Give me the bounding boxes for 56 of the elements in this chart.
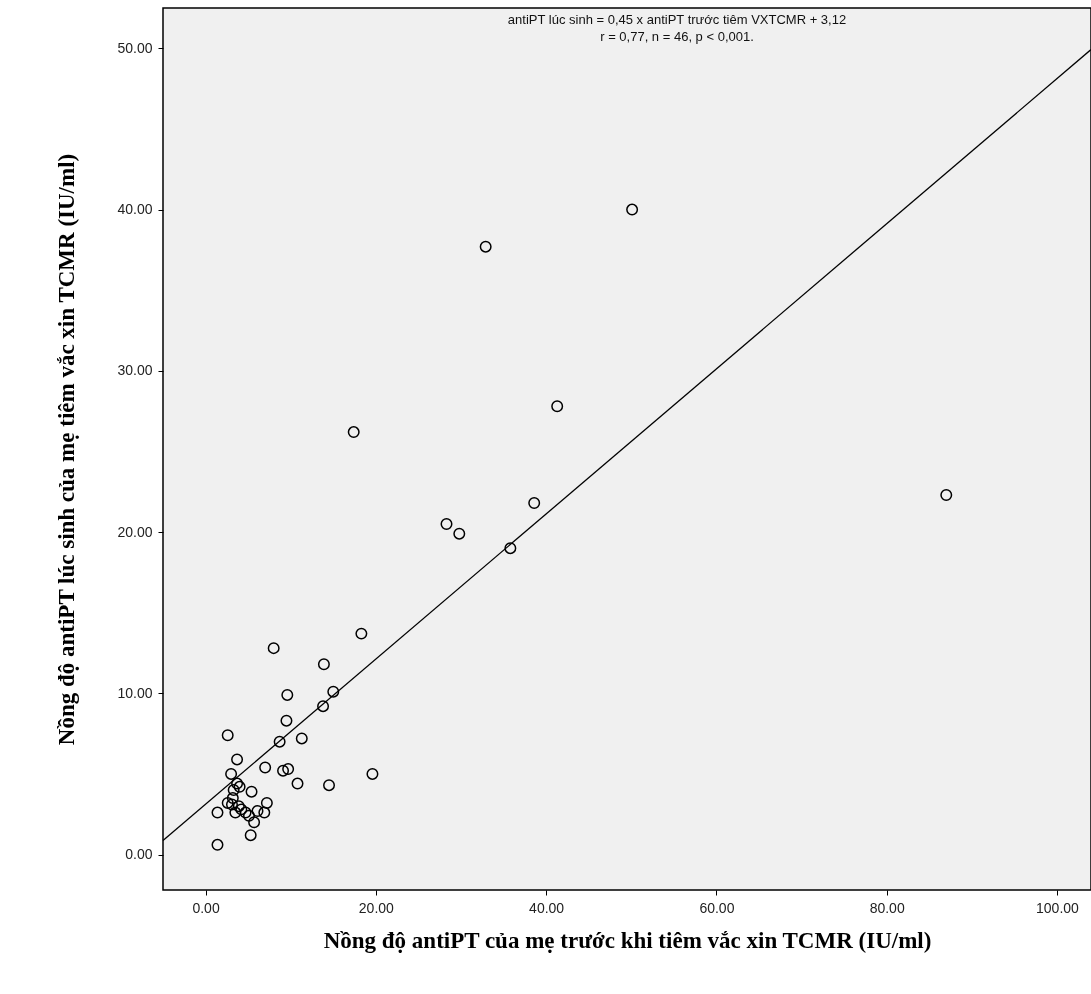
point — [244, 829, 257, 842]
point — [221, 796, 234, 809]
point — [626, 203, 639, 216]
y-tick-label: 20.00 — [117, 523, 153, 540]
point — [281, 688, 294, 701]
x-tick-label: 60.00 — [699, 899, 735, 916]
point — [229, 806, 242, 819]
x-tick-label: 80.00 — [869, 899, 905, 916]
point — [528, 497, 541, 509]
annotation: r = 0,77, n = 46, p < 0,001. — [600, 29, 754, 44]
point — [260, 796, 273, 809]
point — [504, 542, 517, 555]
y-tick-label: 40.00 — [117, 201, 153, 218]
point — [453, 527, 466, 540]
x-tick-label: 40.00 — [529, 899, 565, 916]
point — [258, 806, 271, 819]
x-tick-label: 100.00 — [1036, 899, 1080, 916]
point — [225, 767, 238, 780]
point — [251, 805, 264, 817]
y-tick-label: 30.00 — [117, 362, 153, 379]
point — [211, 806, 224, 819]
point — [282, 763, 295, 776]
point — [211, 838, 224, 851]
point — [551, 400, 564, 413]
point — [355, 627, 368, 640]
point — [221, 729, 234, 742]
point — [273, 735, 286, 748]
point — [295, 732, 308, 745]
x-axis-title: Nồng độ antiPT của mẹ trước khi tiêm vắc xin TCMR (IU/ml) — [323, 927, 932, 953]
point — [225, 798, 238, 811]
point — [366, 767, 379, 780]
point — [940, 488, 953, 501]
point — [317, 658, 330, 671]
y-tick-label: 0.00 — [125, 846, 153, 863]
point — [327, 685, 340, 698]
point — [347, 426, 360, 439]
point — [226, 792, 239, 805]
point — [259, 761, 272, 774]
point — [245, 785, 258, 798]
y-axis-title: Nồng độ antiPT lúc sinh của mẹ tiêm vắc xin TCMR (IU/ml) — [54, 153, 80, 746]
point — [267, 642, 280, 655]
point — [317, 700, 330, 713]
point — [479, 240, 492, 253]
x-tick-label: 0.00 — [192, 899, 220, 916]
y-tick-label: 10.00 — [117, 684, 153, 701]
point — [277, 764, 290, 777]
annotation: antiPT lúc sinh = 0,45 x antiPT trước tiêm VXTCMR + 3,12 — [507, 12, 847, 27]
point — [248, 816, 261, 829]
point — [323, 779, 336, 792]
point — [231, 753, 244, 766]
y-tick-label: 50.00 — [117, 39, 153, 56]
point — [280, 714, 293, 727]
point — [440, 517, 453, 530]
x-tick-label: 20.00 — [358, 899, 395, 916]
point — [227, 784, 240, 797]
point — [291, 777, 304, 790]
